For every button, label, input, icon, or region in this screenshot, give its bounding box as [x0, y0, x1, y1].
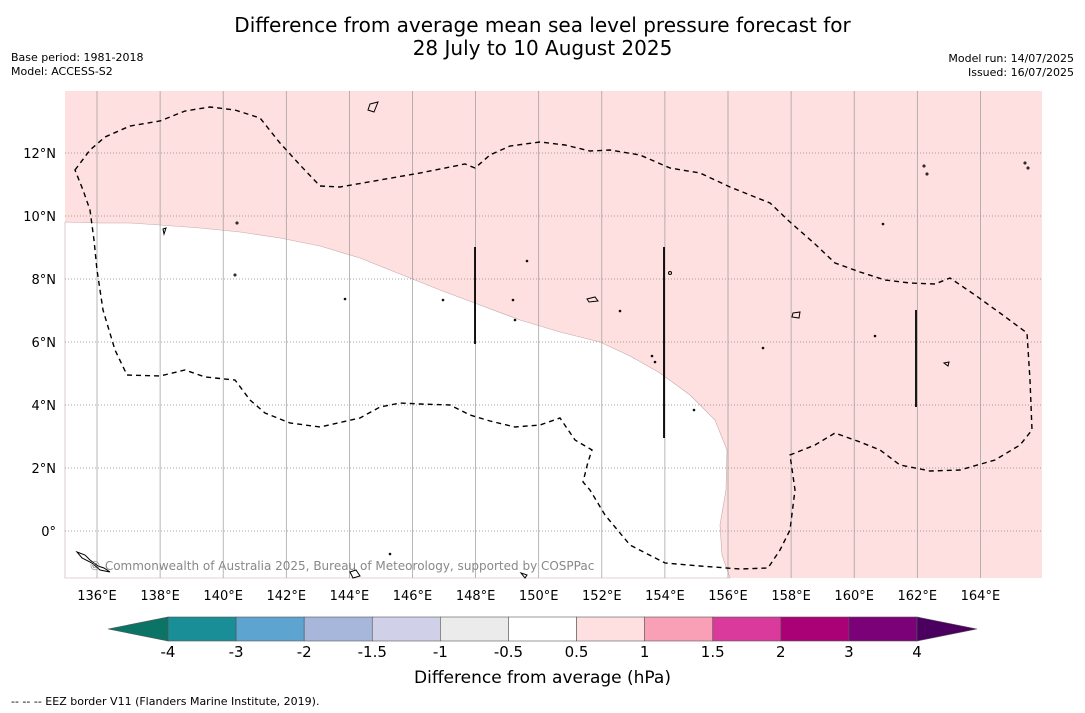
colorbar-high-extend	[916, 616, 978, 642]
colorbar-segment	[848, 616, 918, 642]
colorbar-segment	[712, 616, 782, 642]
islands	[75, 101, 1030, 579]
colorbar-tick-label: 1	[639, 643, 650, 661]
longitude-label: 136°E	[77, 589, 117, 604]
model-run: Model run: 14/07/2025	[948, 52, 1074, 65]
eez-border	[74, 106, 1033, 570]
base-period: Base period: 1981-2018	[11, 51, 144, 64]
latitude-label: 12°N	[23, 147, 56, 162]
neutral-region	[64, 221, 731, 579]
colorbar-segment	[371, 616, 441, 642]
title-line-1: Difference from average mean sea level p…	[234, 13, 851, 37]
colorbar-segment	[508, 616, 577, 642]
longitude-label: 146°E	[393, 589, 433, 604]
colorbar-title: Difference from average (hPa)	[414, 668, 671, 688]
longitude-label: 160°E	[834, 589, 874, 604]
latitude-label: 0°	[41, 525, 56, 540]
colorbar	[107, 616, 978, 642]
longitude-label: 162°E	[898, 589, 938, 604]
longitude-labels: 136°E 138°E 140°E 142°E 144°E 146°E 148°E 150°E…	[77, 589, 1000, 604]
colorbar-tick-label: -1	[432, 643, 448, 661]
title-line-2: 28 July to 10 August 2025	[412, 36, 673, 60]
latitude-label: 6°N	[32, 336, 57, 351]
longitude-label: 142°E	[267, 589, 307, 604]
meta-left: Base period: 1981-2018 Model: ACCESS-S2	[11, 51, 143, 79]
colorbar-tick-label: -1.5	[357, 643, 387, 661]
colorbar-tick-label: -4	[160, 643, 176, 661]
latitude-label: 10°N	[23, 210, 56, 225]
colorbar-segment	[440, 616, 509, 642]
latitude-label: 8°N	[32, 273, 57, 288]
map-title: Difference from average mean sea level p…	[0, 14, 1085, 60]
colorbar-segment	[167, 616, 237, 642]
colorbar-tick-label: 4	[912, 643, 922, 661]
footnote: -- -- -- EEZ border V11 (Flanders Marine…	[11, 695, 320, 708]
longitude-label: 164°E	[961, 589, 1001, 604]
colorbar-tick-label: -0.5	[493, 643, 524, 661]
colorbar-segment	[235, 616, 305, 642]
longitude-label: 152°E	[582, 589, 622, 604]
longitude-label: 158°E	[771, 589, 811, 604]
colorbar-tick-label: 0.5	[564, 643, 589, 661]
eez-segments	[474, 247, 917, 438]
longitude-label: 144°E	[330, 589, 370, 604]
longitude-label: 154°E	[645, 589, 685, 604]
copyright-notice: © Commonwealth of Australia 2025, Bureau…	[89, 559, 594, 573]
colorbar-tick-label: -3	[228, 643, 244, 661]
colorbar-tick-label: 2	[776, 643, 786, 661]
longitude-label: 138°E	[140, 589, 180, 604]
map-panel: © Commonwealth of Australia 2025, Bureau…	[23, 91, 1042, 604]
longitude-label: 156°E	[708, 589, 748, 604]
latitude-label: 2°N	[32, 462, 57, 477]
colorbar-low-extend	[107, 616, 169, 642]
longitude-label: 150°E	[519, 589, 559, 604]
colorbar-segment	[644, 616, 714, 642]
colorbar-segment	[780, 616, 850, 642]
latitude-labels: 12°N 10°N 8°N 6°N 4°N 2°N 0°	[23, 147, 56, 540]
latitude-label: 4°N	[32, 399, 57, 414]
longitude-label: 148°E	[456, 589, 496, 604]
model-name: Model: ACCESS-S2	[11, 65, 113, 78]
colorbar-segment	[303, 616, 373, 642]
colorbar-tick-label: 3	[844, 643, 854, 661]
colorbar-tick-label: -2	[296, 643, 312, 661]
issued-date: Issued: 16/07/2025	[967, 66, 1074, 79]
longitude-label: 140°E	[203, 589, 243, 604]
colorbar-segment	[576, 616, 645, 642]
meta-right: Model run: 14/07/2025 Issued: 16/07/2025	[948, 52, 1074, 80]
colorbar-tick-label: 1.5	[700, 643, 725, 661]
